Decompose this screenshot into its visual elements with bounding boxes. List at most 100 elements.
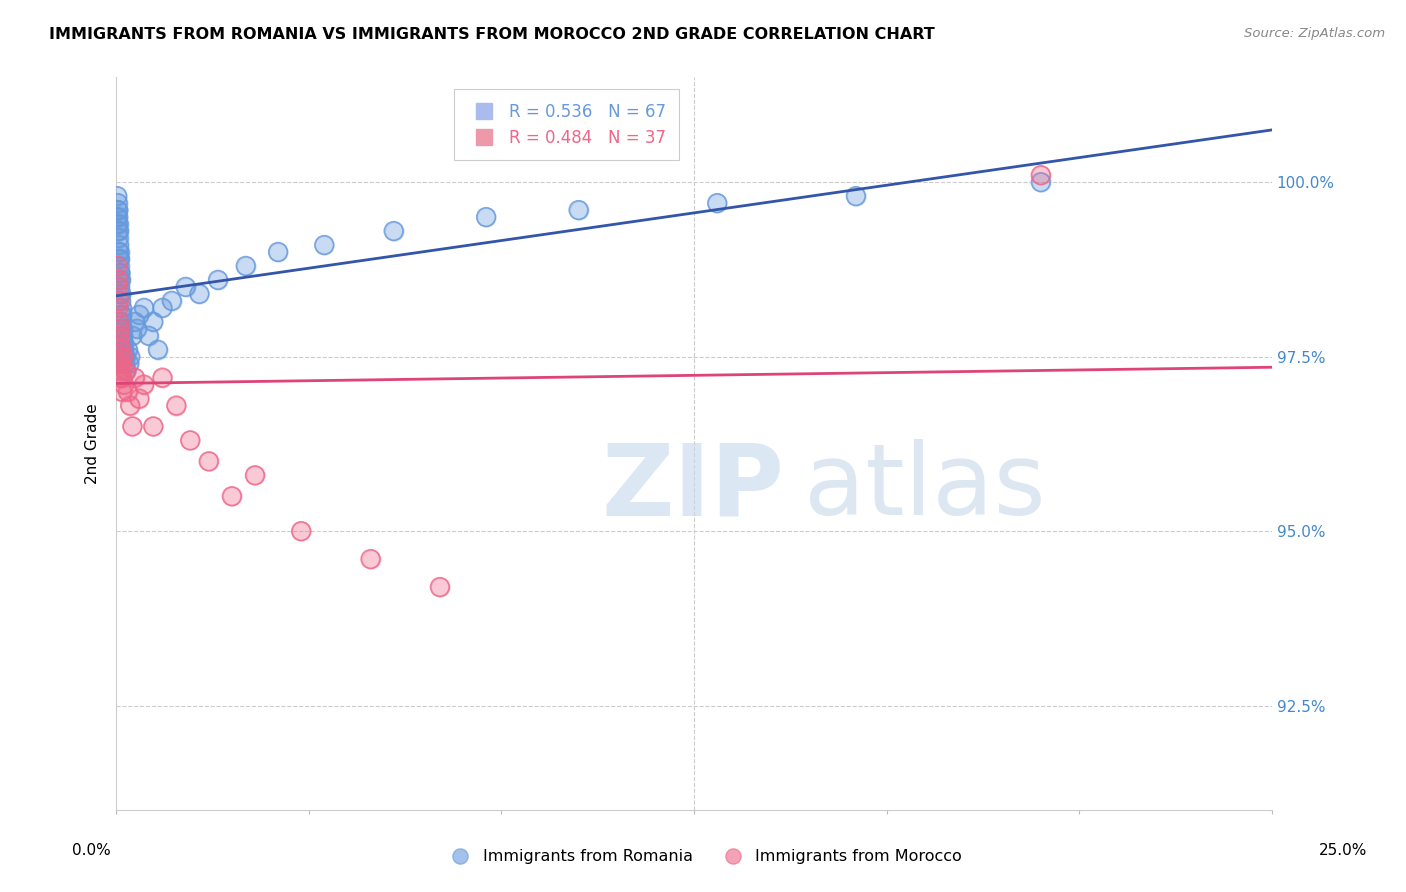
Point [112,343,135,357]
Point [475,210,498,224]
Point [152,370,174,384]
Point [111,335,134,350]
Point [382,224,405,238]
Point [110,266,132,280]
Point [108,224,131,238]
Point [108,335,131,350]
Point [152,301,174,315]
Point [124,315,146,329]
Point [108,224,131,238]
Point [108,328,131,343]
Point [117,384,139,399]
Point [165,399,187,413]
Point [107,315,129,329]
Point [112,335,135,350]
Point [197,454,219,468]
Y-axis label: 2nd Grade: 2nd Grade [86,403,100,484]
Point [132,377,155,392]
Point [111,322,134,336]
Point [105,210,128,224]
Point [107,231,129,245]
Point [120,399,142,413]
Point [108,280,131,294]
Point [118,357,141,371]
Point [121,328,143,343]
Point [107,224,129,238]
Point [108,252,131,266]
Point [108,259,131,273]
Point [845,189,868,203]
Point [188,286,211,301]
Point [567,203,589,218]
Point [111,335,134,350]
Point [112,335,135,350]
Point [111,384,134,399]
Point [160,293,183,308]
Point [107,203,129,218]
Point [174,280,197,294]
Point [110,363,132,377]
Point [110,273,132,287]
Point [111,370,134,384]
Point [110,357,132,371]
Point [110,308,132,322]
Point [290,524,312,538]
Point [107,273,129,287]
Point [107,273,129,287]
Point [108,357,131,371]
Point [845,189,868,203]
Point [107,203,129,218]
Point [1029,168,1052,182]
Point [128,392,150,406]
Point [179,434,201,448]
Point [108,350,131,364]
Point [107,280,129,294]
Point [107,315,129,329]
Legend: Immigrants from Romania, Immigrants from Morocco: Immigrants from Romania, Immigrants from… [437,843,969,871]
Point [107,217,129,231]
Point [152,370,174,384]
Point [125,322,148,336]
Point [110,266,132,280]
Point [114,363,136,377]
Point [108,357,131,371]
Point [1029,168,1052,182]
Point [314,238,336,252]
Point [290,524,312,538]
Point [112,343,135,357]
Point [121,419,143,434]
Text: 25.0%: 25.0% [1319,843,1367,858]
Point [267,244,290,259]
Point [110,308,132,322]
Point [429,580,451,594]
Point [112,350,135,364]
Point [108,328,131,343]
Point [108,266,131,280]
Point [107,217,129,231]
Point [107,293,129,308]
Point [120,350,142,364]
Point [107,203,129,218]
Point [108,322,131,336]
Point [125,322,148,336]
Point [188,286,211,301]
Point [112,377,135,392]
Point [111,370,134,384]
Point [138,328,160,343]
Point [114,350,136,364]
Point [108,273,131,287]
Text: IMMIGRANTS FROM ROMANIA VS IMMIGRANTS FROM MOROCCO 2ND GRADE CORRELATION CHART: IMMIGRANTS FROM ROMANIA VS IMMIGRANTS FR… [49,27,935,42]
Point [110,370,132,384]
Point [108,266,131,280]
Point [107,244,129,259]
Point [120,399,142,413]
Point [118,357,141,371]
Text: atlas: atlas [804,440,1046,536]
Point [207,273,229,287]
Point [114,350,136,364]
Point [112,343,135,357]
Point [111,328,134,343]
Point [115,363,138,377]
Point [111,384,134,399]
Point [360,552,382,566]
